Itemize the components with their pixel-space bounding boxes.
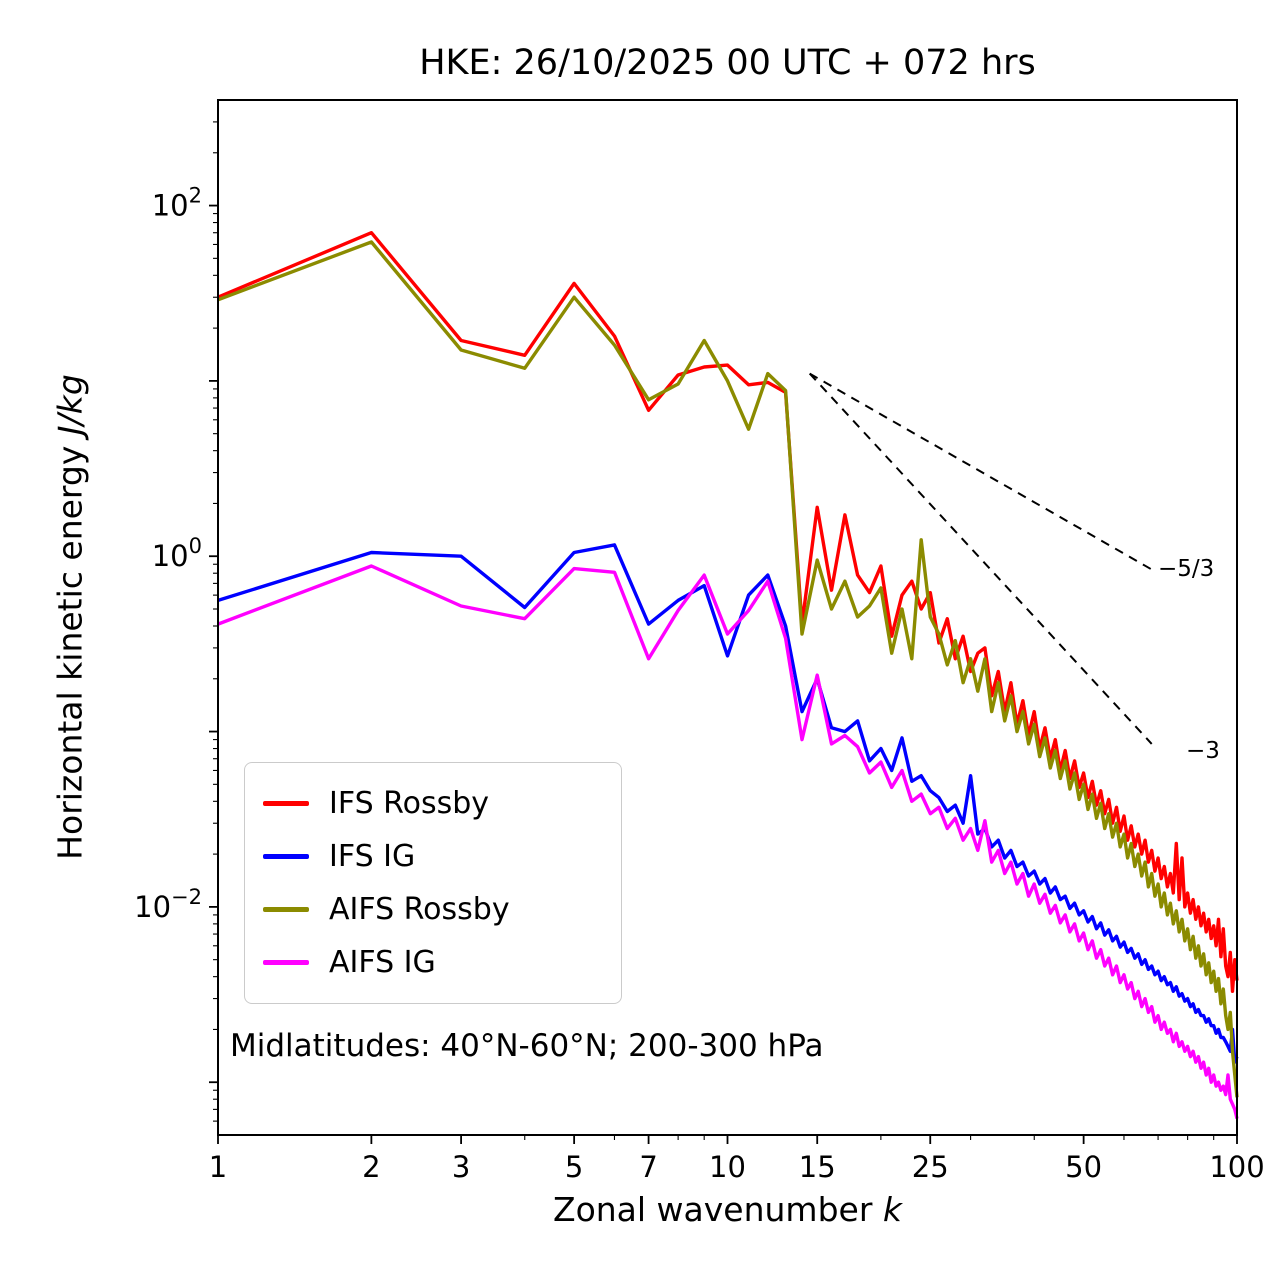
legend-swatch-ifs-rossby <box>263 801 309 806</box>
legend: IFS Rossby IFS IG AIFS Rossby AIFS IG <box>244 762 622 1004</box>
legend-item-aifs-rossby: AIFS Rossby <box>263 883 611 936</box>
x-tick-label: 100 <box>1209 1150 1264 1184</box>
x-tick-label: 10 <box>709 1150 746 1184</box>
series-line-aifs-rossby <box>217 240 1239 1098</box>
legend-label-aifs-rossby: AIFS Rossby <box>329 892 510 927</box>
reference-line-0 <box>809 372 1153 571</box>
x-tick-label: 2 <box>362 1150 380 1184</box>
y-tick-label: 102 <box>152 184 202 223</box>
y-axis-label-math: J/kg <box>50 374 90 436</box>
x-axis-label-text: Zonal wavenumber <box>552 1190 883 1229</box>
series-line-aifs-ig <box>217 564 1239 1119</box>
legend-item-aifs-ig: AIFS IG <box>263 936 611 989</box>
legend-swatch-aifs-ig <box>263 960 309 965</box>
x-tick-label: 1 <box>209 1150 227 1184</box>
legend-item-ifs-ig: IFS IG <box>263 830 611 883</box>
y-tick-label: 100 <box>152 534 202 573</box>
legend-item-ifs-rossby: IFS Rossby <box>263 777 611 830</box>
x-tick-label: 5 <box>565 1150 583 1184</box>
chart-title: HKE: 26/10/2025 00 UTC + 072 hrs <box>419 43 1036 83</box>
slope-label-minus-three: −3 <box>1186 738 1220 764</box>
legend-swatch-ifs-ig <box>263 854 309 859</box>
x-tick-label: 3 <box>452 1150 470 1184</box>
y-tick-label: 10−2 <box>134 885 202 924</box>
x-axis-label-math: k <box>882 1190 903 1229</box>
annotation-text: Midlatitudes: 40°N-60°N; 200-300 hPa <box>230 1028 824 1064</box>
x-tick-label: 15 <box>799 1150 836 1184</box>
series-line-ifs-ig <box>217 543 1239 1064</box>
reference-line-1 <box>808 372 1153 745</box>
legend-label-aifs-ig: AIFS IG <box>329 945 436 980</box>
legend-label-ifs-rossby: IFS Rossby <box>329 786 490 821</box>
y-axis-label: Horizontal kinetic energy J/kg <box>51 374 90 860</box>
series-line-ifs-rossby <box>217 231 1239 993</box>
y-axis-label-text: Horizontal kinetic energy <box>50 435 90 860</box>
x-tick-label: 25 <box>912 1150 949 1184</box>
x-tick-label: 50 <box>1065 1150 1102 1184</box>
x-axis-label: Zonal wavenumber k <box>218 1190 1237 1229</box>
legend-label-ifs-ig: IFS IG <box>329 839 416 874</box>
slope-label-five-thirds: −5/3 <box>1158 556 1215 582</box>
legend-swatch-aifs-rossby <box>263 907 309 912</box>
x-tick-label: 7 <box>639 1150 657 1184</box>
